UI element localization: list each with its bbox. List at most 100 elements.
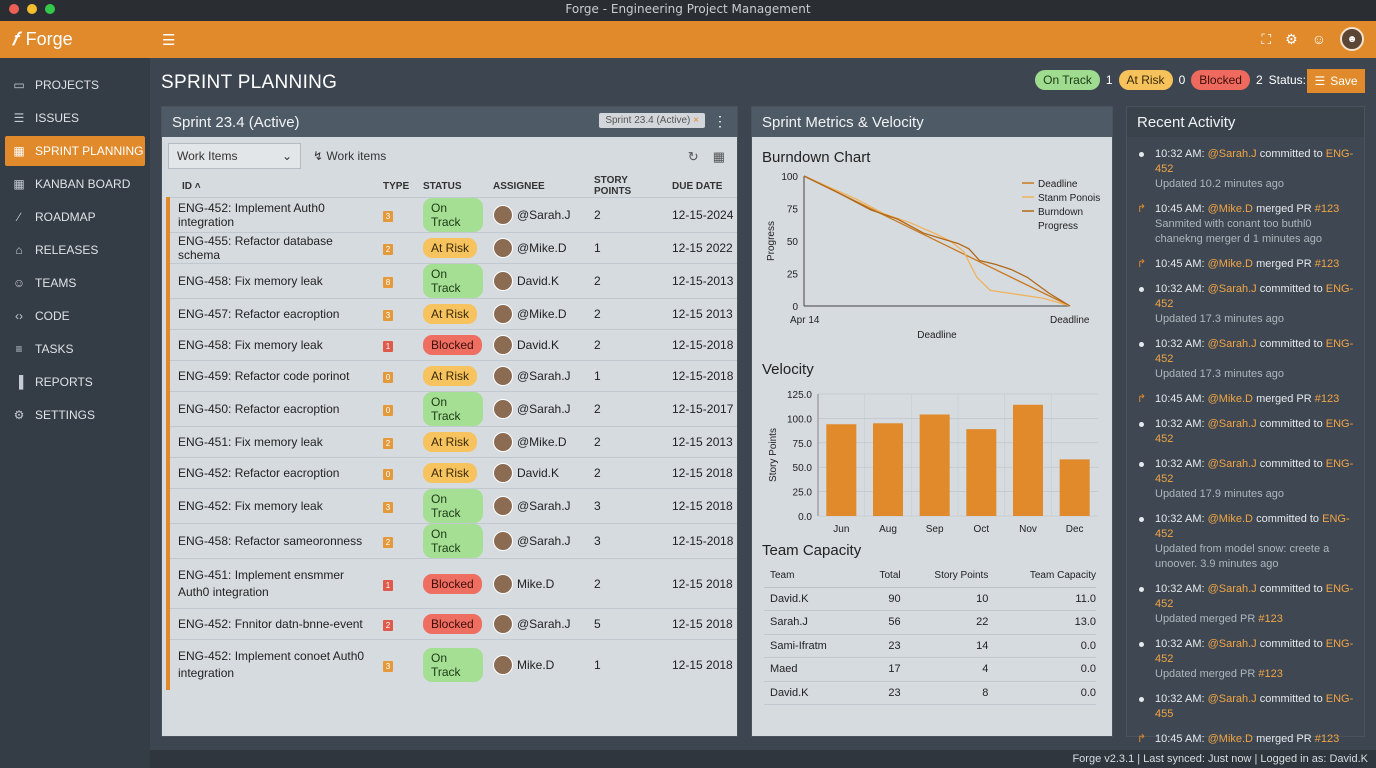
- activity-item[interactable]: 10:32 AM: @Sarah.J committed to ENG-452 U…: [1137, 457, 1356, 502]
- work-items-filter[interactable]: ↯ Work items: [313, 149, 386, 163]
- item-title[interactable]: ENG-452: Fix memory leak: [178, 499, 323, 513]
- activity-ref[interactable]: ENG-455: [1155, 693, 1354, 720]
- table-row[interactable]: ENG-450: Refactor eacroption 0 On Track @Sa…: [166, 391, 737, 427]
- status-badge[interactable]: Blocked: [423, 335, 482, 355]
- item-title[interactable]: ENG-452: Fnnitor datn-bnne-event: [178, 617, 363, 631]
- activity-user[interactable]: @Mike.D: [1207, 203, 1254, 215]
- activity-item[interactable]: 10:32 AM: @Sarah.J committed to ENG-452 U…: [1137, 637, 1356, 682]
- activity-ref[interactable]: ENG-452: [1155, 513, 1350, 540]
- activity-sub-ref[interactable]: #123: [1258, 668, 1283, 680]
- status-badge[interactable]: On Track: [423, 264, 483, 298]
- assignee[interactable]: Mike.D: [493, 654, 584, 675]
- column-header[interactable]: STATUS: [423, 180, 462, 192]
- assignee[interactable]: @Mike.D: [493, 238, 584, 258]
- sidebar-item-teams[interactable]: ☺ TEAMS: [5, 268, 145, 298]
- column-header[interactable]: ID ˄: [182, 180, 201, 192]
- activity-item[interactable]: ↱ 10:45 AM: @Mike.D merged PR #123: [1137, 257, 1356, 272]
- window-controls[interactable]: [9, 4, 55, 14]
- activity-user[interactable]: @Sarah.J: [1207, 693, 1257, 705]
- activity-user[interactable]: @Sarah.J: [1207, 583, 1257, 595]
- table-row[interactable]: ENG-455: Refactor database schema 2 At Ris…: [166, 232, 737, 264]
- item-title[interactable]: ENG-452: Refactor eacroption: [178, 466, 340, 480]
- more-options-icon[interactable]: ⋮: [713, 113, 727, 129]
- assignee[interactable]: @Sarah.J: [493, 614, 584, 634]
- sidebar-item-reports[interactable]: ▐ REPORTS: [5, 367, 145, 397]
- sidebar-item-roadmap[interactable]: ∕ ROADMAP: [5, 202, 145, 232]
- sidebar-item-kanban-board[interactable]: ▦ KANBAN BOARD: [5, 169, 145, 199]
- item-title[interactable]: ENG-450: Refactor eacroption: [178, 402, 340, 416]
- activity-ref[interactable]: ENG-452: [1155, 338, 1354, 365]
- work-items-dropdown[interactable]: Work Items ⌄: [168, 143, 301, 169]
- activity-ref[interactable]: ENG-452: [1155, 458, 1354, 485]
- table-row[interactable]: ENG-452: Fix memory leak 3 On Track @Sarah.…: [166, 488, 737, 524]
- status-badge[interactable]: On Track: [423, 392, 483, 426]
- activity-ref[interactable]: ENG-452: [1155, 638, 1354, 665]
- table-row[interactable]: ENG-457: Refactor eacroption 3 At Risk @Mik…: [166, 298, 737, 330]
- close-window-button[interactable]: [9, 4, 19, 14]
- user-avatar[interactable]: ☻: [1340, 27, 1364, 51]
- fullscreen-icon[interactable]: ⛶: [1261, 30, 1272, 47]
- activity-user[interactable]: @Mike.D: [1207, 733, 1254, 745]
- blocked-badge[interactable]: Blocked: [1191, 70, 1250, 90]
- activity-user[interactable]: @Mike.D: [1207, 393, 1254, 405]
- assignee[interactable]: @Sarah.J: [493, 205, 584, 225]
- table-row[interactable]: ENG-452: Fnnitor datn-bnne-event 2 Blocked…: [166, 608, 737, 640]
- on-track-badge[interactable]: On Track: [1035, 70, 1100, 90]
- status-badge[interactable]: At Risk: [423, 304, 478, 324]
- minimize-window-button[interactable]: [27, 4, 37, 14]
- activity-item[interactable]: ↱ 10:45 AM: @Mike.D merged PR #123 Sanmite…: [1137, 202, 1356, 247]
- activity-user[interactable]: @Sarah.J: [1207, 283, 1257, 295]
- column-header[interactable]: DUE DATE: [672, 180, 723, 192]
- activity-item[interactable]: 10:32 AM: @Sarah.J committed to ENG-455: [1137, 692, 1356, 722]
- status-badge[interactable]: On Track: [423, 489, 483, 523]
- item-title[interactable]: ENG-455: Refactor database schema: [178, 234, 333, 262]
- brand[interactable]: 𝑓 Forge: [0, 21, 150, 58]
- activity-user[interactable]: @Sarah.J: [1207, 458, 1257, 470]
- table-row[interactable]: ENG-452: Implement Auth0 integration 3 On …: [166, 197, 737, 233]
- at-risk-badge[interactable]: At Risk: [1118, 70, 1173, 90]
- activity-item[interactable]: ↱ 10:45 AM: @Mike.D merged PR #123: [1137, 732, 1356, 747]
- table-row[interactable]: ENG-452: Refactor eacroption 0 At Risk Davi…: [166, 457, 737, 489]
- status-badge[interactable]: On Track: [423, 647, 483, 682]
- item-title[interactable]: ENG-457: Refactor eacroption: [178, 307, 340, 321]
- activity-ref[interactable]: #123: [1314, 258, 1340, 270]
- sidebar-item-sprint-planning[interactable]: ▦ SPRINT PLANNING: [5, 136, 145, 166]
- activity-item[interactable]: 10:32 AM: @Sarah.J committed to ENG-452: [1137, 417, 1356, 447]
- activity-ref[interactable]: ENG-452: [1155, 583, 1354, 610]
- item-title[interactable]: ENG-458: Fix memory leak: [178, 274, 323, 288]
- status-badge[interactable]: Blocked: [423, 614, 482, 634]
- activity-ref[interactable]: #123: [1314, 393, 1340, 405]
- maximize-window-button[interactable]: [45, 4, 55, 14]
- sort-asc-icon[interactable]: ˄: [192, 180, 201, 192]
- table-row[interactable]: ENG-452: Implement conoet Auth0 integrat…: [166, 639, 737, 690]
- assignee[interactable]: @Mike.D: [493, 432, 584, 452]
- sidebar-item-settings[interactable]: ⚙ SETTINGS: [5, 400, 145, 430]
- activity-item[interactable]: 10:32 AM: @Sarah.J committed to ENG-452 U…: [1137, 337, 1356, 382]
- activity-user[interactable]: @Sarah.J: [1207, 338, 1257, 350]
- assignee[interactable]: @Sarah.J: [493, 496, 584, 516]
- activity-ref[interactable]: #123: [1314, 203, 1340, 215]
- activity-user[interactable]: @Sarah.J: [1207, 418, 1257, 430]
- activity-user[interactable]: @Sarah.J: [1207, 148, 1257, 160]
- assignee[interactable]: @Sarah.J: [493, 531, 584, 551]
- status-badge[interactable]: At Risk: [423, 366, 478, 386]
- item-title[interactable]: ENG-452: Implement Auth0 integration: [178, 201, 325, 229]
- status-badge[interactable]: Blocked: [423, 573, 482, 594]
- status-badge[interactable]: At Risk: [423, 432, 478, 452]
- assignee[interactable]: David.K: [493, 463, 584, 483]
- activity-item[interactable]: ↱ 10:45 AM: @Mike.D merged PR #123: [1137, 392, 1356, 407]
- sprint-selector[interactable]: Sprint 23.4 (Active) ×: [599, 113, 705, 128]
- table-row[interactable]: ENG-451: Fix memory leak 2 At Risk @Mike.D 2…: [166, 426, 737, 458]
- activity-item[interactable]: 10:32 AM: @Mike.D committed to ENG-452 Up…: [1137, 512, 1356, 572]
- sidebar-item-issues[interactable]: ☰ ISSUES: [5, 103, 145, 133]
- activity-user[interactable]: @Mike.D: [1207, 513, 1254, 525]
- item-title[interactable]: ENG-451: Implement ensmmer Auth0 integra…: [178, 567, 345, 599]
- table-row[interactable]: ENG-451: Implement ensmmer Auth0 integra…: [166, 558, 737, 609]
- assignee[interactable]: David.K: [493, 335, 584, 355]
- sidebar-item-releases[interactable]: ⌂ RELEASES: [5, 235, 145, 265]
- sidebar-item-tasks[interactable]: ≡ TASKS: [5, 334, 145, 364]
- assignee[interactable]: @Sarah.J: [493, 366, 584, 386]
- hamburger-menu-icon[interactable]: ☰: [162, 32, 176, 49]
- item-title[interactable]: ENG-459: Refactor code porinot: [178, 369, 350, 383]
- item-title[interactable]: ENG-451: Fix memory leak: [178, 435, 323, 449]
